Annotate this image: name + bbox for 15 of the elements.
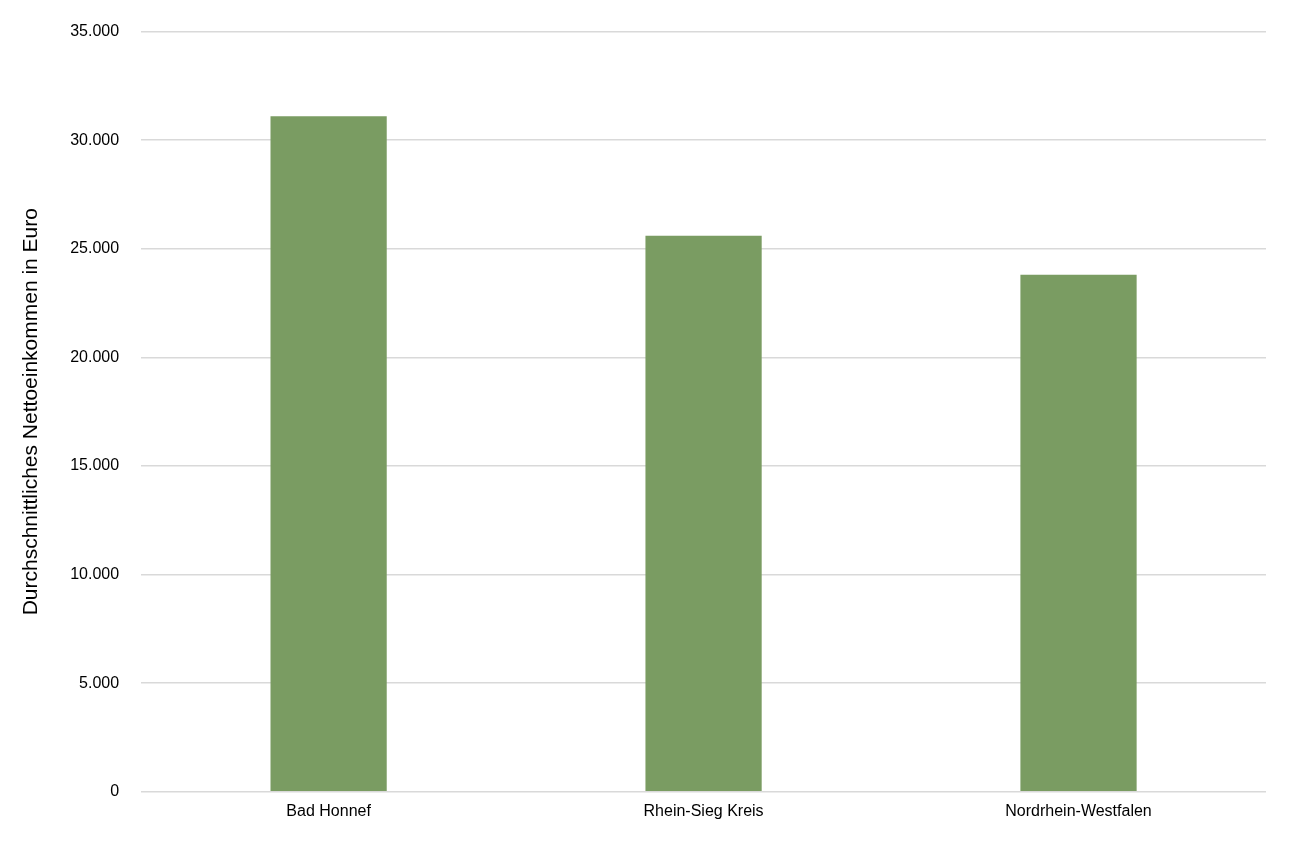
y-tick-label: 10.000 [70, 565, 120, 583]
y-tick-label: 25.000 [70, 239, 120, 257]
y-tick-label: 0 [110, 782, 120, 800]
y-axis-title: Durchschnittliches Nettoeinkommen in Euro [18, 208, 42, 616]
bar [270, 116, 387, 792]
x-tick-label: Bad Honnef [286, 801, 372, 819]
y-tick-label: 20.000 [70, 347, 120, 365]
y-tick-label: 15.000 [70, 456, 120, 474]
y-tick-label: 35.000 [70, 22, 120, 40]
y-tick-label: 30.000 [70, 130, 120, 148]
bar [645, 235, 762, 792]
x-tick-label: Rhein-Sieg Kreis [643, 801, 764, 819]
x-tick-label: Nordrhein-Westfalen [1005, 801, 1152, 819]
y-tick-label: 5.000 [79, 673, 120, 691]
bar [1020, 274, 1137, 792]
